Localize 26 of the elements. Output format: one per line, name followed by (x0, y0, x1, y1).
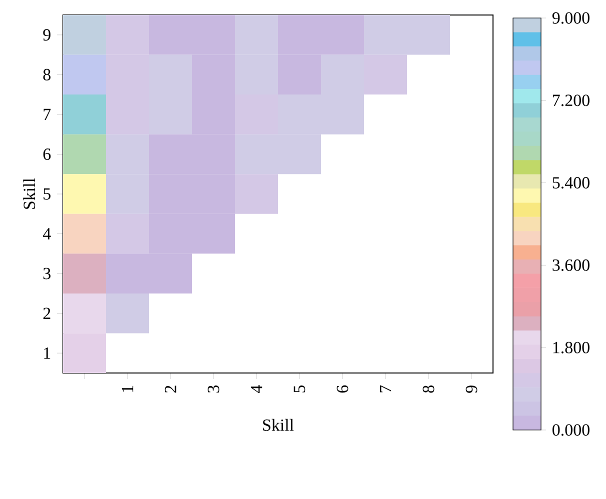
color-bar-label: 0.000 (552, 424, 590, 436)
y-tick-label: 8 (43, 68, 50, 80)
color-bar-label: 3.600 (552, 259, 590, 271)
x-tick-label: 3 (208, 386, 220, 393)
x-axis-title: Skill (263, 418, 294, 431)
x-tick-label: 7 (380, 385, 392, 392)
y-tick-label: 4 (42, 228, 51, 240)
y-axis-title: Skill (23, 178, 36, 209)
x-tick-label: 5 (294, 386, 306, 392)
y-tick-label: 9 (43, 29, 50, 41)
x-tick-label: 6 (336, 385, 348, 393)
color-bar-label: 5.400 (552, 177, 590, 189)
x-tick-label: 4 (250, 385, 262, 394)
color-bar-label: 1.800 (553, 342, 590, 354)
y-tick-label: 5 (44, 188, 50, 200)
y-tick-label: 2 (43, 308, 50, 319)
x-tick-label: 8 (422, 386, 434, 393)
color-bar-label: 9.000 (552, 12, 590, 24)
x-tick-label: 1 (122, 386, 134, 392)
y-tick-label: 3 (43, 268, 50, 280)
color-bar-label: 7.200 (553, 94, 590, 106)
y-tick-label: 1 (44, 348, 50, 359)
x-tick-label: 2 (164, 386, 176, 393)
x-tick-label: 9 (466, 386, 478, 393)
y-tick-label: 7 (44, 108, 51, 120)
y-tick-label: 6 (43, 148, 51, 160)
